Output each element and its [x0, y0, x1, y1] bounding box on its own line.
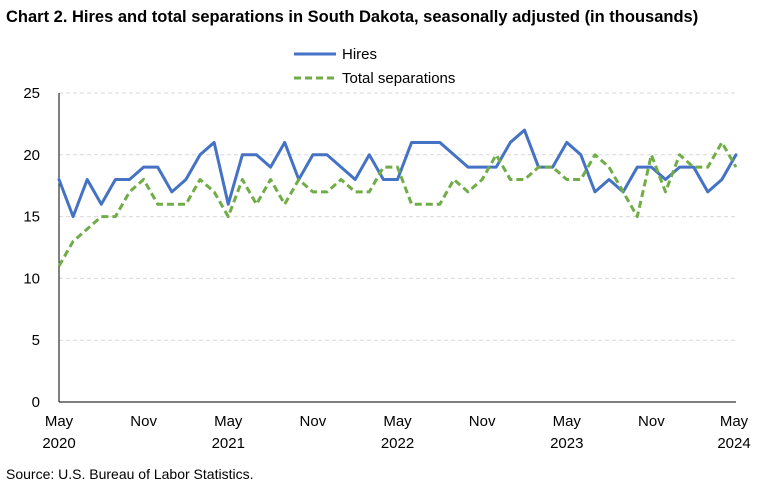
x-tick-month: May [553, 413, 582, 430]
x-tick-year: 2021 [212, 435, 245, 452]
y-tick-label: 10 [23, 270, 40, 287]
series-line-total-separations [57, 140, 738, 267]
x-tick-month: May [383, 413, 412, 430]
y-tick-label: 25 [23, 85, 40, 102]
x-tick-month: Nov [638, 413, 665, 430]
x-tick-year: 2022 [381, 435, 414, 452]
y-tick-label: 5 [32, 332, 40, 349]
x-tick-year: 2023 [550, 435, 583, 452]
source-note: Source: U.S. Bureau of Labor Statistics. [6, 466, 254, 482]
axes [58, 93, 736, 403]
legend-label-hires: Hires [342, 46, 377, 63]
series-lines [57, 128, 738, 267]
legend: Hires Total separations [294, 46, 455, 87]
x-tick-month: Nov [469, 413, 496, 430]
y-tick-label: 0 [32, 394, 40, 411]
x-tick-month: Nov [300, 413, 327, 430]
x-tick-month: May [45, 413, 74, 430]
x-tick-month: May [720, 413, 749, 430]
x-tick-year: 2024 [717, 435, 750, 452]
x-axis-ticks: May 2020 Nov May 2021 Nov May 2022 Nov May 2023 Nov… [42, 413, 750, 452]
gridlines [59, 92, 736, 341]
x-tick-year: 2020 [42, 435, 75, 452]
y-tick-label: 20 [23, 147, 40, 164]
chart-title: Chart 2. Hires and total separations in … [6, 8, 699, 26]
y-tick-label: 15 [23, 209, 40, 226]
legend-label-total-separations: Total separations [342, 70, 455, 87]
y-axis-ticks: 0 5 10 15 20 25 [23, 85, 40, 411]
x-tick-month: Nov [130, 413, 157, 430]
x-tick-month: May [214, 413, 243, 430]
